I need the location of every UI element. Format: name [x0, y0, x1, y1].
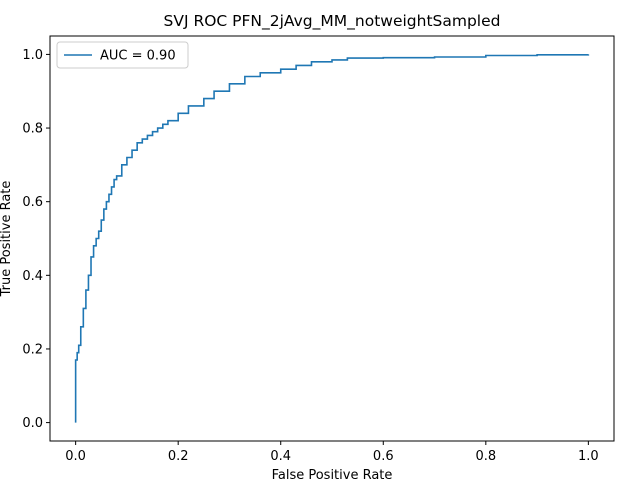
y-ticks: 0.0 0.2 0.4 0.6 0.8 1.0	[22, 48, 50, 431]
plot-area: 0.0 0.2 0.4 0.6 0.8 1.0 0.0 0.2 0.4 0.6 0.8 1.0	[22, 35, 615, 464]
x-tick-label: 0.6	[373, 449, 394, 464]
axes-frame	[49, 35, 615, 442]
x-tick-label: 1.0	[578, 449, 599, 464]
x-ticks: 0.0 0.2 0.4 0.6 0.8 1.0	[65, 441, 599, 464]
legend: AUC = 0.90	[56, 41, 189, 69]
x-tick-label: 0.8	[475, 449, 496, 464]
chart-title: SVJ ROC PFN_2jAvg_MM_notweightSampled	[164, 12, 501, 31]
y-tick-label: 1.0	[22, 48, 43, 63]
y-tick-label: 0.2	[22, 342, 43, 357]
y-tick-label: 0.0	[22, 416, 43, 431]
y-tick-label: 0.8	[22, 122, 43, 137]
legend-label: AUC = 0.90	[100, 49, 176, 64]
x-axis-label: False Positive Rate	[272, 468, 393, 480]
x-tick-label: 0.2	[168, 449, 189, 464]
x-tick-label: 0.0	[65, 449, 86, 464]
y-axis-label: True Positive Rate	[0, 181, 14, 298]
roc-curve-line	[74, 53, 590, 423]
legend-box	[56, 41, 189, 69]
y-tick-label: 0.4	[22, 269, 43, 284]
y-tick-label: 0.6	[22, 195, 43, 210]
curve-layer	[74, 53, 590, 423]
x-tick-label: 0.4	[270, 449, 291, 464]
